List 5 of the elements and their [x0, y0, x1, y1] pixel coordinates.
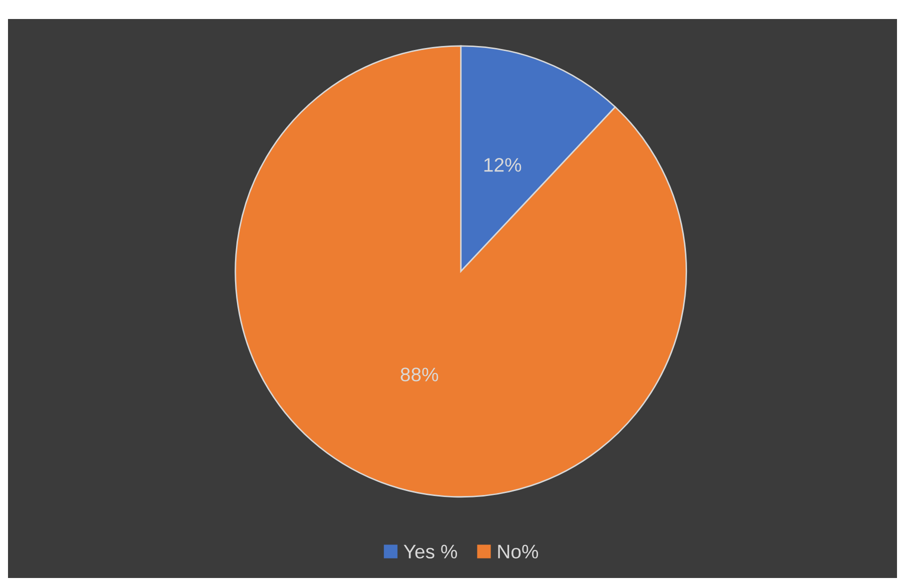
- legend-label: No%: [498, 544, 538, 558]
- pie-slice: [234, 45, 688, 498]
- legend-label: Yes %: [404, 544, 458, 558]
- data-label: 88%: [400, 368, 438, 382]
- data-label: 12%: [484, 158, 522, 172]
